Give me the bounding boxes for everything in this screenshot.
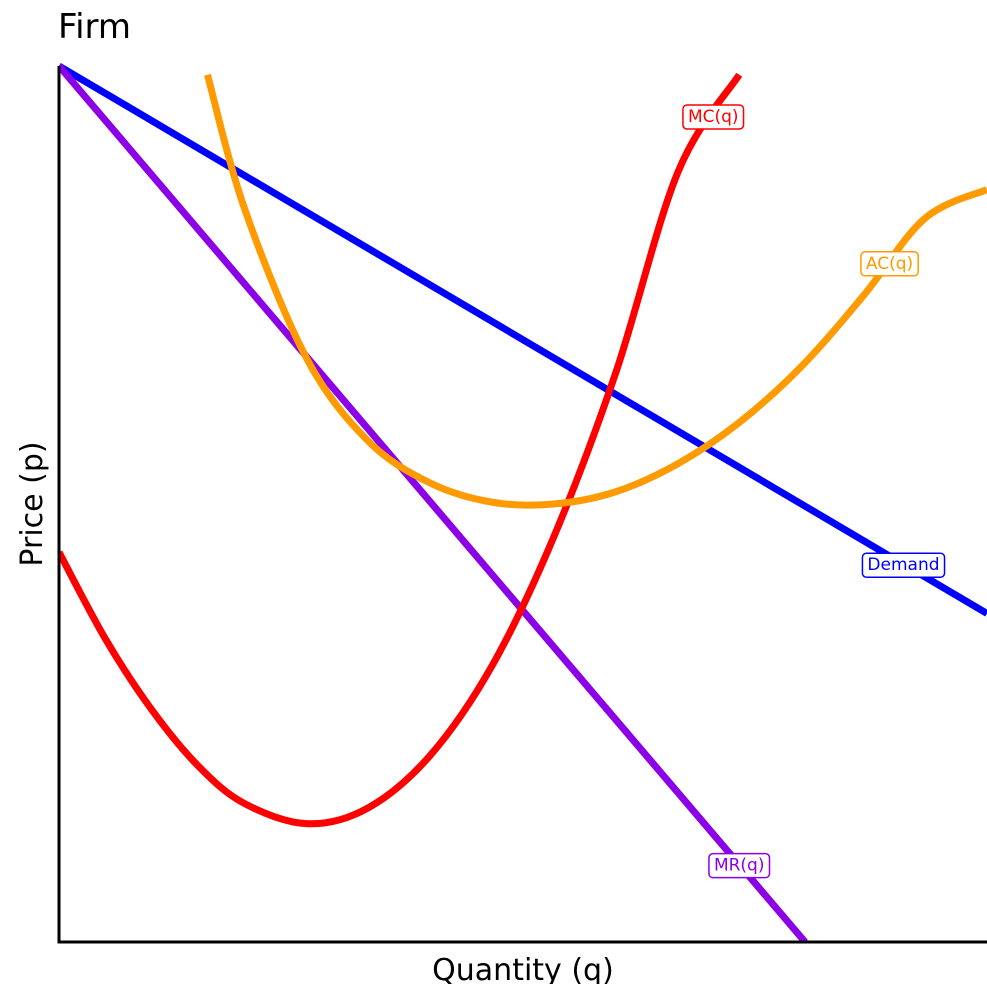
mc-q-curve xyxy=(59,72,743,828)
mc-q-label: MC(q) xyxy=(682,104,745,130)
mc-q-label-text: MC(q) xyxy=(688,107,739,127)
ac-q-curve xyxy=(204,73,987,509)
chart-title: Firm xyxy=(58,7,131,47)
y-axis-title: Price (p) xyxy=(15,441,50,566)
mr-q-label-box xyxy=(708,852,771,879)
demand-curve xyxy=(59,62,987,617)
x-axis-title: Quantity (q) xyxy=(432,953,614,984)
mr-q-curve xyxy=(59,63,808,943)
mr-q-label-text: MR(q) xyxy=(714,856,765,876)
ac-q-label: AC(q) xyxy=(860,251,919,277)
demand-label-text: Demand xyxy=(867,555,939,575)
ac-q-label-text: AC(q) xyxy=(866,254,913,274)
curve-labels-layer: Demand MR(q) MC(q) AC(q) xyxy=(682,104,946,879)
ac-q-label-box xyxy=(860,251,919,277)
curves-layer xyxy=(59,62,987,943)
demand-label: Demand xyxy=(861,552,946,578)
demand-label-box xyxy=(861,552,946,578)
mc-q-label-box xyxy=(682,104,745,130)
mr-q-label: MR(q) xyxy=(708,852,771,879)
